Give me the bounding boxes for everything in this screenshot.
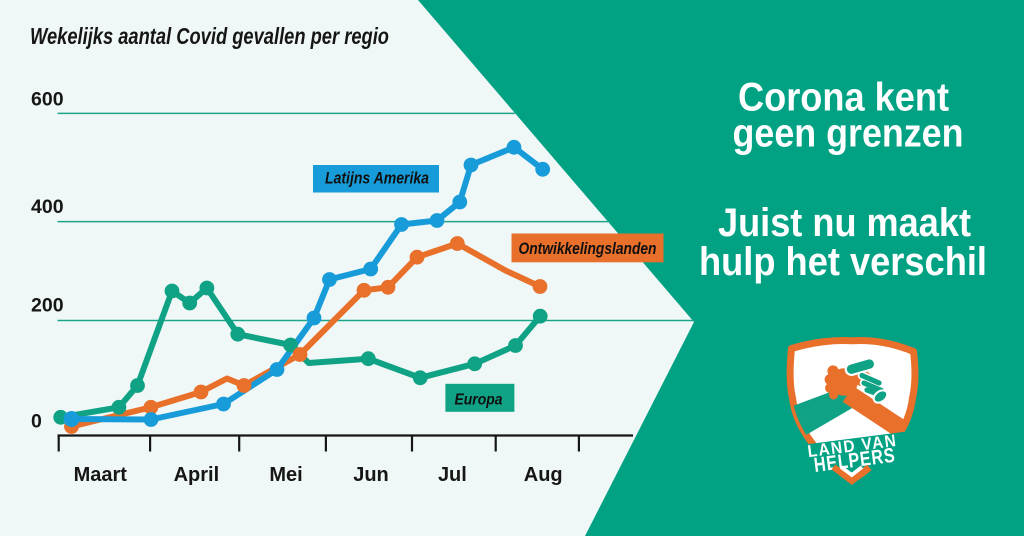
svg-text:Europa: Europa	[455, 392, 503, 409]
svg-text:Jun: Jun	[353, 464, 389, 486]
svg-text:Aug: Aug	[524, 464, 563, 486]
svg-text:Latijns Amerika: Latijns Amerika	[325, 170, 429, 188]
svg-text:Mei: Mei	[269, 464, 302, 486]
svg-text:0: 0	[31, 411, 42, 433]
svg-text:Maart: Maart	[74, 464, 128, 486]
svg-text:Ontwikkelingslanden: Ontwikkelingslanden	[519, 239, 657, 258]
svg-text:Juist nu maakt: Juist nu maakt	[718, 201, 971, 245]
svg-text:600: 600	[31, 89, 64, 111]
svg-text:400: 400	[31, 196, 64, 218]
svg-text:Corona kent: Corona kent	[738, 75, 949, 119]
svg-text:geen grenzen: geen grenzen	[733, 112, 964, 156]
svg-text:Wekelijks aantal Covid gevalle: Wekelijks aantal Covid gevallen per regi…	[30, 23, 389, 49]
svg-text:April: April	[174, 464, 220, 486]
svg-text:Jul: Jul	[438, 464, 467, 486]
svg-text:200: 200	[31, 295, 64, 317]
svg-text:hulp het verschil: hulp het verschil	[699, 240, 987, 284]
